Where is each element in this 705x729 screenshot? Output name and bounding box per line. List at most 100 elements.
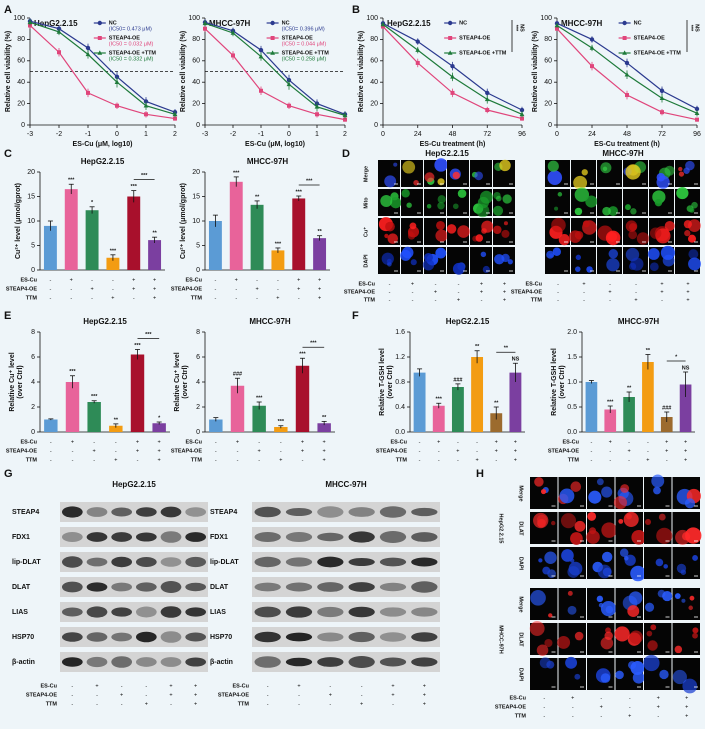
condition-mark: - xyxy=(666,457,668,463)
condition-mark: + xyxy=(514,439,517,445)
condition-label: TTM xyxy=(26,457,38,463)
condition-label: STEAP4-OE xyxy=(171,286,203,292)
protein-label: FDX1 xyxy=(12,534,30,541)
x-tick-label: 1 xyxy=(315,131,319,138)
condition-mark: + xyxy=(434,289,437,295)
point xyxy=(56,29,62,34)
condition-mark: - xyxy=(629,704,631,710)
y-tick-label: 0 xyxy=(374,122,378,129)
condition-mark: + xyxy=(114,457,117,463)
bar xyxy=(660,417,673,432)
x-tick-label: 96 xyxy=(518,131,526,138)
condition-mark: + xyxy=(158,457,161,463)
blot-title: HepG2.2.15 xyxy=(112,480,156,489)
condition-mark: - xyxy=(412,297,414,303)
protein-label: STEAP4 xyxy=(12,509,39,516)
x-tick-label: 2 xyxy=(173,131,177,138)
legend-label: STEAP4-OE xyxy=(634,35,666,41)
condition-label: TTM xyxy=(238,701,250,707)
point xyxy=(97,36,102,40)
row-label: DLAT xyxy=(518,521,524,536)
y-axis-label: (over Ctrl) xyxy=(182,365,189,398)
cell-signal xyxy=(551,217,566,233)
chart-title: MHCC-97H xyxy=(247,157,289,166)
point xyxy=(415,47,421,52)
cell-signal xyxy=(551,520,556,526)
condition-mark: + xyxy=(480,289,483,295)
cell-signal xyxy=(585,195,598,208)
y-tick-label: 2 xyxy=(31,404,35,411)
point xyxy=(447,50,453,55)
point xyxy=(519,111,525,117)
significance-label: *** xyxy=(131,184,138,190)
point xyxy=(258,53,264,59)
condition-mark: - xyxy=(329,683,331,689)
bar xyxy=(229,181,243,270)
blot-band xyxy=(111,656,133,668)
y-tick-label: 0 xyxy=(31,267,35,274)
blot-band xyxy=(317,556,344,568)
condition-label: STEAP4-OE xyxy=(6,448,38,454)
point xyxy=(143,103,149,108)
condition-mark: + xyxy=(608,289,611,295)
y-tick-label: 0 xyxy=(196,122,200,129)
condition-mark: + xyxy=(329,692,332,698)
cell-signal xyxy=(692,555,698,561)
chart-title: HepG2.2.15 xyxy=(83,317,127,326)
condition-mark: - xyxy=(412,289,414,295)
cell-signal xyxy=(477,196,490,209)
condition-mark: - xyxy=(112,277,114,283)
cell-signal xyxy=(547,170,563,185)
cell-signal xyxy=(534,477,544,487)
row-label: DAPI xyxy=(518,557,524,571)
condition-mark: - xyxy=(329,701,331,707)
y-tick-label: 10 xyxy=(27,218,35,225)
condition-mark: + xyxy=(600,704,603,710)
cell-signal xyxy=(552,247,562,256)
condition-mark: - xyxy=(557,281,559,287)
y-tick-label: 8 xyxy=(196,329,200,336)
significance-label: NS xyxy=(682,365,690,371)
cell-signal xyxy=(623,555,629,561)
condition-label: ES-Cu xyxy=(526,281,543,287)
protein-label: STEAP4 xyxy=(210,509,237,516)
condition-mark: - xyxy=(628,439,630,445)
condition-mark: - xyxy=(419,457,421,463)
blot-band xyxy=(111,632,133,642)
condition-mark: - xyxy=(71,683,73,689)
condition-mark: - xyxy=(457,439,459,445)
cell-signal xyxy=(581,169,588,176)
cell-signal xyxy=(678,171,685,177)
cell-signal xyxy=(406,202,412,208)
cell-signal xyxy=(533,512,549,529)
cell-signal xyxy=(674,593,681,599)
condition-mark: + xyxy=(686,281,689,287)
point xyxy=(230,30,236,35)
row-label: Merge xyxy=(518,596,524,612)
bar xyxy=(585,382,598,432)
cell-signal xyxy=(575,266,581,272)
significance-label: ** xyxy=(152,231,157,237)
cell-signal xyxy=(688,605,693,611)
condition-label: ES-Cu xyxy=(563,439,580,445)
condition-mark: + xyxy=(503,297,506,303)
cell-signal xyxy=(542,566,551,575)
blot-band xyxy=(185,556,207,568)
cell-signal xyxy=(574,520,586,532)
panel-letter: B xyxy=(352,4,360,16)
blot-band xyxy=(86,606,108,618)
cell-signal xyxy=(608,249,619,259)
condition-label: TTM xyxy=(191,295,203,301)
blot-band xyxy=(185,582,207,592)
condition-mark: - xyxy=(121,701,123,707)
y-tick-label: 40 xyxy=(544,79,552,86)
bar xyxy=(106,257,120,270)
condition-mark: - xyxy=(457,457,459,463)
cell-signal xyxy=(384,175,397,188)
condition-label: STEAP4-OE xyxy=(495,704,527,710)
blot-band xyxy=(348,631,375,643)
condition-mark: - xyxy=(121,683,123,689)
condition-mark: + xyxy=(685,704,688,710)
condition-mark: + xyxy=(70,277,73,283)
x-tick-label: 0 xyxy=(287,131,291,138)
